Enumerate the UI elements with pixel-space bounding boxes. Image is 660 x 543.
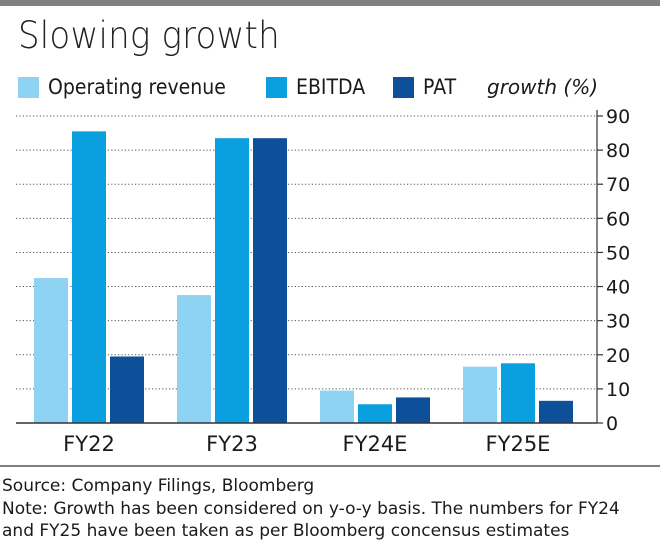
bar	[72, 131, 106, 423]
bar	[34, 278, 68, 423]
legend-swatch-operating-revenue	[18, 76, 39, 98]
y-tick-label: 60	[606, 208, 630, 230]
y-tick-label: 80	[606, 140, 630, 162]
bar	[110, 356, 144, 423]
bar	[177, 295, 211, 423]
bar	[396, 397, 430, 423]
x-tick-label: FY24E	[343, 432, 408, 456]
bar-chart: 0 10 20 30 40 50 60 70 80 90 FY22 FY23 FY24E FY25E	[16, 106, 630, 456]
legend-item-operating-revenue: Operating revenue	[18, 75, 246, 99]
x-tick-label: FY25E	[486, 432, 551, 456]
y-tick-label: 90	[606, 106, 630, 128]
x-tick-label: FY23	[206, 432, 258, 456]
legend-swatch-ebitda	[265, 76, 287, 98]
source-text: Source: Company Filings, Bloomberg	[2, 476, 315, 496]
y-axis-unit-label: growth (%)	[487, 75, 598, 99]
bar	[539, 400, 573, 423]
legend-item-pat: PAT	[392, 75, 460, 99]
y-tick-label: 70	[606, 174, 630, 196]
bar	[463, 366, 497, 423]
y-tick-label: 0	[606, 413, 618, 435]
note-text: Note: Growth has been considered on y-o-…	[2, 499, 620, 541]
top-rule	[0, 0, 660, 6]
legend-label-pat: PAT	[422, 75, 456, 99]
y-tick-label: 50	[606, 242, 630, 264]
chart-title: Slowing growth	[18, 14, 280, 57]
footer-rule	[0, 465, 660, 467]
bar	[253, 138, 287, 423]
bar	[215, 138, 249, 423]
y-tick-label: 10	[606, 379, 630, 401]
bar	[501, 363, 535, 423]
x-tick-label: FY22	[63, 432, 115, 456]
legend-item-ebitda: EBITDA	[265, 75, 373, 99]
y-tick-label: 20	[606, 345, 630, 367]
bar	[358, 404, 392, 423]
legend-label-operating-revenue: Operating revenue	[48, 75, 226, 99]
legend-swatch-pat	[392, 76, 414, 98]
y-tick-label: 30	[606, 311, 630, 333]
bar	[320, 390, 354, 423]
legend: Operating revenue EBITDA PAT	[18, 74, 479, 100]
legend-label-ebitda: EBITDA	[295, 75, 365, 99]
y-tick-label: 40	[606, 277, 630, 299]
